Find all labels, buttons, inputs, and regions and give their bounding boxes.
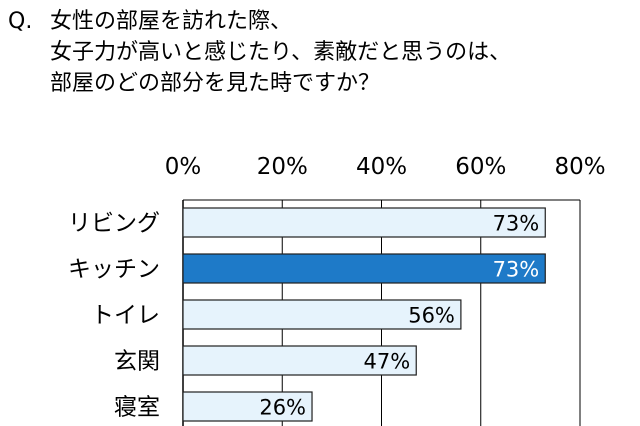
x-tick-label: 20% [257, 154, 308, 180]
category-label: 玄関 [114, 349, 160, 375]
question-text-2: 女子力が高いと感じたり、素敵だと思うのは、 [50, 40, 512, 65]
x-tick-label: 0% [165, 154, 202, 180]
question-prefix: Q. [8, 9, 33, 34]
data-label: 73% [493, 212, 540, 236]
question-line-3: 部屋のどの部分を見た時ですか？ [8, 68, 511, 99]
bar [182, 345, 417, 376]
x-tick-label: 40% [356, 154, 407, 180]
category-label: 寝室 [114, 395, 160, 421]
x-tick-label: 60% [455, 154, 506, 180]
question-line-2: 女子力が高いと感じたり、素敵だと思うのは、 [8, 37, 511, 68]
category-label: トイレ [91, 303, 160, 329]
data-label: 56% [408, 304, 455, 328]
question-line-1: Q. 女性の部屋を訪れた際、 [8, 6, 511, 37]
question-text-3: 部屋のどの部分を見た時ですか？ [50, 71, 381, 96]
data-label: 26% [259, 396, 306, 420]
category-label: キッチン [68, 257, 160, 283]
question-text-1: 女性の部屋を訪れた際、 [50, 9, 293, 34]
bar [182, 299, 462, 330]
question-block: Q. 女性の部屋を訪れた際、 女子力が高いと感じたり、素敵だと思うのは、 部屋のど… [8, 6, 511, 99]
category-label: リビング [68, 211, 160, 237]
data-label: 73% [493, 258, 540, 282]
data-label: 47% [364, 350, 411, 374]
x-tick-label: 80% [554, 154, 605, 180]
bar [182, 207, 546, 238]
bar [182, 253, 546, 284]
bar [182, 391, 313, 422]
